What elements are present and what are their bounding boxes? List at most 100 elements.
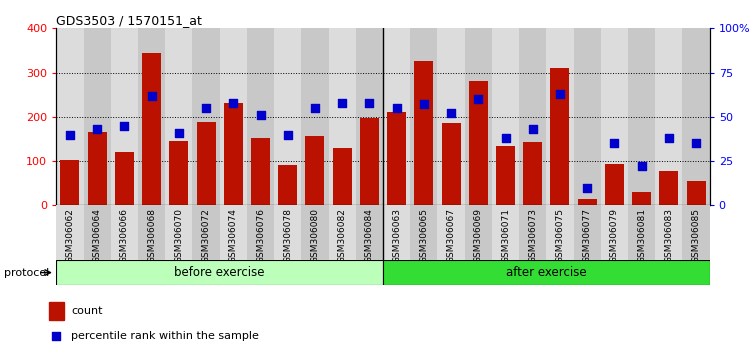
- Point: [146, 93, 158, 98]
- Bar: [301, 205, 328, 260]
- Point: [554, 91, 566, 97]
- Bar: [492, 28, 519, 205]
- Bar: [383, 205, 410, 260]
- Point: [119, 123, 131, 129]
- Text: GSM306075: GSM306075: [556, 208, 565, 263]
- Bar: [574, 28, 601, 205]
- Bar: [442, 124, 460, 205]
- Bar: [274, 28, 301, 205]
- Text: GSM306071: GSM306071: [501, 208, 510, 263]
- Text: GSM306076: GSM306076: [256, 208, 265, 263]
- Text: GSM306064: GSM306064: [92, 208, 101, 263]
- Text: GDS3503 / 1570151_at: GDS3503 / 1570151_at: [56, 14, 202, 27]
- Text: GSM306079: GSM306079: [610, 208, 619, 263]
- Bar: [628, 205, 655, 260]
- Bar: [469, 81, 488, 205]
- Point: [690, 141, 702, 146]
- Bar: [56, 205, 83, 260]
- Bar: [56, 260, 383, 285]
- Point: [581, 185, 593, 190]
- Bar: [138, 205, 165, 260]
- Point: [608, 141, 620, 146]
- Point: [635, 164, 647, 169]
- Bar: [192, 28, 219, 205]
- Text: GSM306081: GSM306081: [637, 208, 646, 263]
- Bar: [88, 132, 107, 205]
- Bar: [356, 28, 383, 205]
- Bar: [550, 68, 569, 205]
- Bar: [655, 28, 683, 205]
- Bar: [683, 28, 710, 205]
- Bar: [519, 205, 546, 260]
- Point: [526, 126, 538, 132]
- Point: [228, 100, 240, 105]
- Text: GSM306084: GSM306084: [365, 208, 374, 263]
- Bar: [197, 122, 216, 205]
- Bar: [301, 28, 328, 205]
- Bar: [83, 205, 111, 260]
- Bar: [465, 28, 492, 205]
- Text: GSM306063: GSM306063: [392, 208, 401, 263]
- Text: GSM306070: GSM306070: [174, 208, 183, 263]
- Point: [499, 135, 511, 141]
- Point: [663, 135, 675, 141]
- Text: GSM306068: GSM306068: [147, 208, 156, 263]
- Point: [50, 333, 62, 339]
- Bar: [437, 28, 465, 205]
- Point: [336, 100, 348, 105]
- Bar: [605, 164, 624, 205]
- Text: GSM306080: GSM306080: [310, 208, 319, 263]
- Bar: [142, 53, 161, 205]
- Text: GSM306077: GSM306077: [583, 208, 592, 263]
- Bar: [306, 136, 324, 205]
- Text: GSM306069: GSM306069: [474, 208, 483, 263]
- Text: count: count: [71, 306, 103, 316]
- Bar: [465, 205, 492, 260]
- Point: [472, 96, 484, 102]
- Bar: [83, 28, 111, 205]
- Bar: [523, 142, 542, 205]
- Bar: [547, 28, 574, 205]
- Bar: [224, 103, 243, 205]
- Bar: [138, 28, 165, 205]
- Point: [91, 126, 103, 132]
- Bar: [169, 141, 189, 205]
- Bar: [628, 28, 655, 205]
- Bar: [492, 205, 519, 260]
- Text: GSM306065: GSM306065: [419, 208, 428, 263]
- Bar: [578, 199, 597, 205]
- Bar: [410, 205, 437, 260]
- Point: [200, 105, 212, 111]
- Text: after exercise: after exercise: [506, 266, 587, 279]
- Bar: [111, 205, 138, 260]
- Text: GSM306072: GSM306072: [201, 208, 210, 263]
- Point: [391, 105, 403, 111]
- Bar: [632, 192, 651, 205]
- Text: GSM306067: GSM306067: [447, 208, 456, 263]
- Text: GSM306082: GSM306082: [338, 208, 347, 263]
- Bar: [278, 166, 297, 205]
- Bar: [356, 205, 383, 260]
- Bar: [519, 28, 546, 205]
- Bar: [360, 118, 379, 205]
- Bar: [274, 205, 301, 260]
- Bar: [683, 205, 710, 260]
- Bar: [111, 28, 138, 205]
- Text: percentile rank within the sample: percentile rank within the sample: [71, 331, 259, 341]
- Bar: [547, 205, 574, 260]
- Bar: [192, 205, 219, 260]
- Text: before exercise: before exercise: [174, 266, 265, 279]
- Bar: [60, 160, 80, 205]
- Bar: [437, 205, 465, 260]
- Bar: [410, 28, 437, 205]
- Bar: [333, 148, 351, 205]
- Text: GSM306073: GSM306073: [528, 208, 537, 263]
- Point: [282, 132, 294, 137]
- Text: GSM306078: GSM306078: [283, 208, 292, 263]
- Bar: [219, 28, 247, 205]
- Bar: [496, 147, 515, 205]
- Bar: [415, 61, 433, 205]
- Point: [64, 132, 76, 137]
- Bar: [659, 171, 678, 205]
- Bar: [115, 152, 134, 205]
